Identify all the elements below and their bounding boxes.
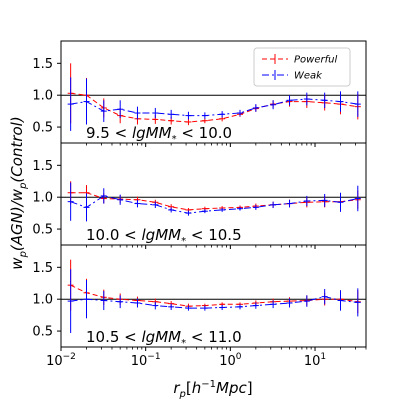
panel-label-suffix: < 10.5	[186, 226, 242, 244]
x-tick-mantissa: 10	[219, 354, 236, 369]
panel-data	[67, 181, 361, 222]
series-line-powerful	[70, 192, 358, 211]
y-tick-label: 1.5	[32, 159, 53, 174]
x-tick-mantissa: 10	[131, 354, 148, 369]
legend-label-powerful: Powerful	[294, 55, 337, 66]
y-tick-label: 0.5	[32, 121, 53, 136]
x-tick-exponent: −2	[63, 352, 76, 362]
x-label-sub: p	[179, 389, 186, 400]
panel-label-mass: M	[168, 328, 181, 346]
y-label-w: w	[8, 257, 26, 270]
legend-label-weak: Weak	[294, 71, 323, 82]
x-tick-label: 10−1	[131, 352, 161, 369]
x-label-unit: Mpc	[216, 379, 247, 397]
x-label-h: h	[192, 379, 202, 397]
y-label-w2: w	[8, 188, 26, 201]
x-tick-exponent: −1	[147, 352, 160, 362]
panel-data	[67, 63, 361, 131]
panel-2: 0.5 1.0 1.5 10.0 < lgMM* < 10.5	[32, 142, 367, 249]
x-label-bracket-close: ]	[247, 379, 253, 397]
x-tick-label: 10−2	[46, 352, 76, 369]
y-tick-label: 1.0	[32, 293, 53, 308]
y-axis-label: wp(AGN)/wp(Control)	[8, 116, 29, 269]
x-tick-mantissa: 10	[304, 354, 321, 369]
legend: Powerful Weak	[253, 47, 351, 87]
panel-label-subscript: *	[181, 236, 186, 247]
panel-1: 0.5 1.0 1.5 9.5 < lgMM* < 10.0	[32, 40, 367, 147]
panel-label-variable: lgM	[142, 328, 169, 346]
panel-label-variable: lgM	[142, 226, 169, 244]
x-tick-exponent: 1	[320, 352, 326, 362]
panel-data	[67, 259, 361, 333]
series-line-weak	[70, 98, 358, 117]
y-label-sub: p	[18, 251, 29, 258]
panel-label: 10.5 < lgMM* < 11.0	[86, 328, 242, 349]
y-label-control: (Control)	[8, 116, 26, 182]
x-label-sup: −1	[201, 379, 216, 390]
panel-label: 10.0 < lgMM* < 10.5	[86, 226, 242, 247]
panel-frame	[60, 244, 367, 348]
x-tick-label: 100	[219, 352, 242, 369]
series-line-weak	[70, 296, 358, 309]
legend-box	[253, 47, 351, 87]
x-tick-mantissa: 10	[46, 354, 63, 369]
y-tick-label: 1.5	[32, 57, 53, 72]
y-tick-label: 1.0	[32, 89, 53, 104]
y-label-agn: (AGN)/	[8, 199, 26, 251]
x-label-r: r	[173, 379, 180, 397]
panel-label-suffix: < 10.0	[177, 124, 233, 142]
x-tick-label: 101	[304, 352, 326, 369]
series-line-powerful	[70, 92, 358, 123]
panel-label-subscript: *	[181, 338, 186, 349]
panel-label-subscript: *	[172, 134, 177, 145]
panel-label-prefix: 9.5 <	[86, 124, 132, 142]
y-tick-label: 1.0	[32, 191, 53, 206]
y-tick-label: 0.5	[32, 223, 53, 238]
y-label-sub2: p	[18, 183, 29, 190]
x-label-bracket: [	[186, 379, 192, 397]
panel-label: 9.5 < lgMM* < 10.0	[86, 124, 232, 145]
panel-label-prefix: 10.0 <	[86, 226, 142, 244]
x-axis-label: rp[h−1Mpc]	[173, 379, 252, 400]
series-line-weak	[70, 195, 358, 214]
panel-label-prefix: 10.5 <	[86, 328, 142, 346]
panel-label-mass: M	[168, 226, 181, 244]
panel-label-variable: lgM	[132, 124, 159, 142]
series-line-powerful	[70, 284, 358, 307]
panel-label-suffix: < 11.0	[186, 328, 242, 346]
x-tick-exponent: 0	[236, 352, 242, 362]
panel-3: 0.5 1.0 1.5 10.5 < lgMM* < 11.0	[32, 244, 367, 351]
y-tick-label: 1.5	[32, 261, 53, 276]
y-tick-label: 0.5	[32, 325, 53, 340]
panel-label-mass: M	[159, 124, 172, 142]
